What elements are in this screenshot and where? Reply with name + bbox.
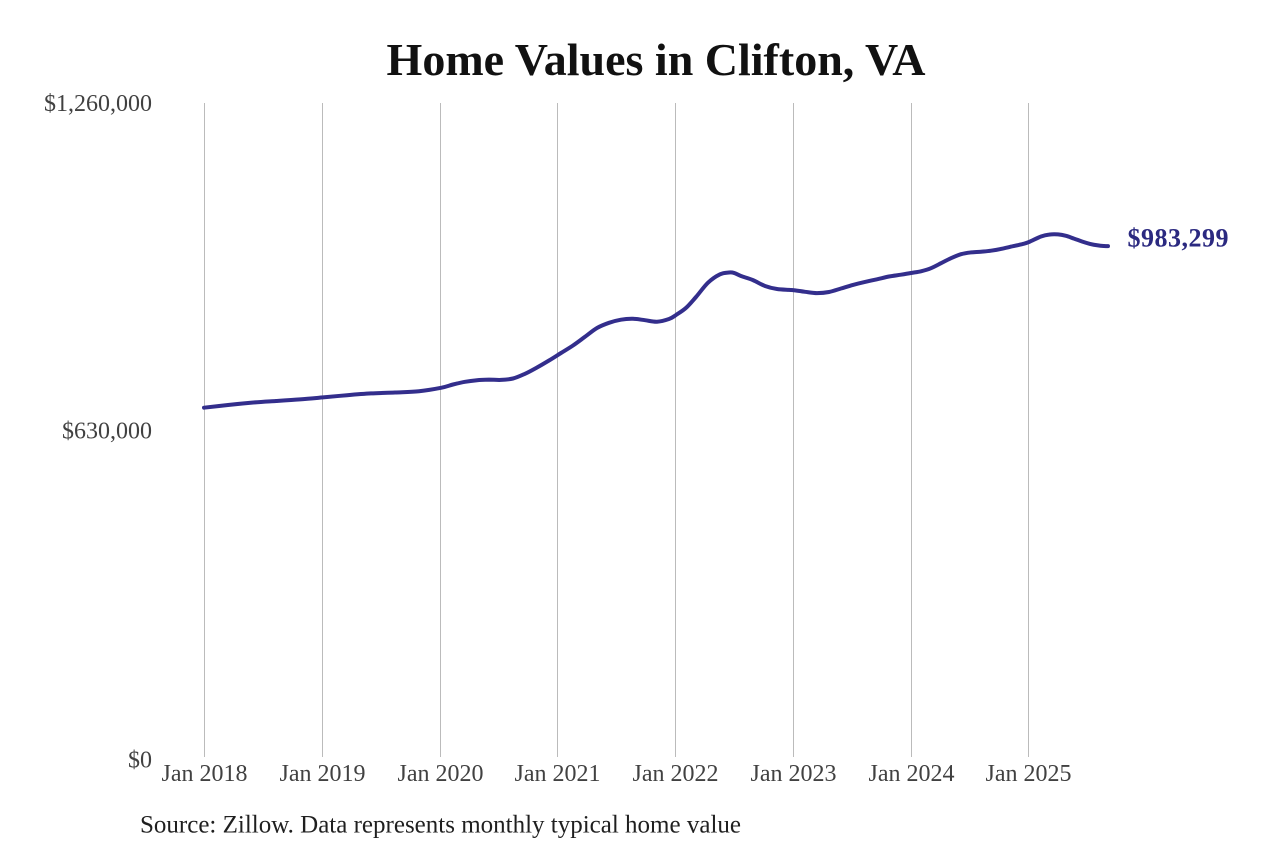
svg-text:$630,000: $630,000: [62, 419, 152, 445]
svg-text:$1,260,000: $1,260,000: [44, 91, 152, 117]
svg-text:$0: $0: [128, 748, 152, 774]
svg-text:Jan 2025: Jan 2025: [986, 761, 1072, 787]
svg-text:Jan 2020: Jan 2020: [398, 761, 484, 787]
svg-text:Jan 2019: Jan 2019: [280, 761, 366, 787]
svg-text:Jan 2018: Jan 2018: [162, 761, 248, 787]
svg-text:Jan 2023: Jan 2023: [751, 761, 837, 787]
svg-text:Jan 2022: Jan 2022: [633, 761, 719, 787]
svg-text:$983,299: $983,299: [1128, 224, 1230, 253]
svg-text:Source: Zillow. Data represent: Source: Zillow. Data represents monthly …: [140, 812, 741, 839]
svg-text:Jan 2024: Jan 2024: [869, 761, 955, 787]
svg-text:Home Values in Clifton, VA: Home Values in Clifton, VA: [387, 34, 926, 85]
svg-text:Jan 2021: Jan 2021: [515, 761, 601, 787]
